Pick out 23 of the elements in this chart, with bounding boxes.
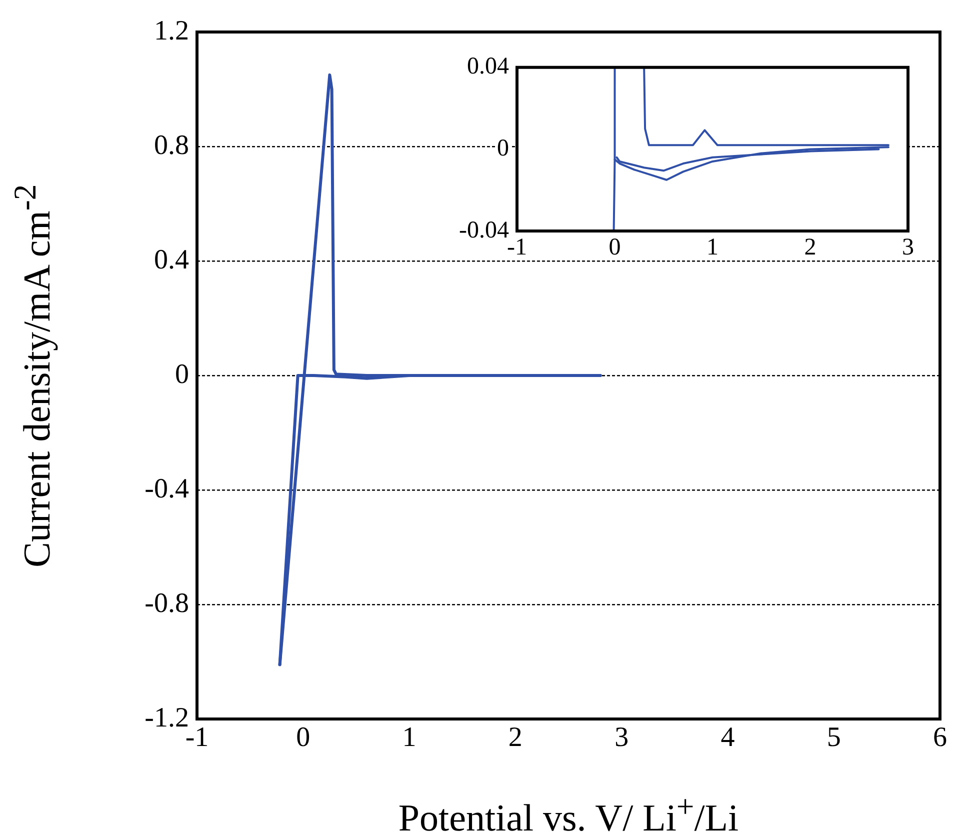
x-tick-label: 6 xyxy=(933,722,947,754)
x-tick-label: 5 xyxy=(826,722,841,754)
x-tick-label: 0 xyxy=(608,234,621,261)
y-tick-label: -0.04 xyxy=(459,217,509,244)
x-tick-label: 0 xyxy=(296,722,310,754)
x-tick-label: 3 xyxy=(902,234,914,261)
y-tick-label: 1.2 xyxy=(154,15,189,46)
y-tick-label: 0.4 xyxy=(154,244,189,276)
x-axis-title: Potential vs. V/ Li$^{+}$/Li xyxy=(397,788,740,838)
x-tick-label: 1 xyxy=(402,722,416,754)
y-tick-label: -0.8 xyxy=(144,588,189,619)
x-tick-label: 1 xyxy=(706,234,718,261)
y-tick-label: 0 xyxy=(175,358,189,390)
x-tick-label: -1 xyxy=(507,234,527,261)
x-tick-label: 4 xyxy=(720,722,735,754)
y-tick-label: -0.4 xyxy=(144,473,189,504)
y-tick-label: -1.2 xyxy=(144,702,189,734)
x-tick-label: 2 xyxy=(508,722,522,754)
x-tick-label: 3 xyxy=(614,722,629,754)
y-tick-label: 0.04 xyxy=(467,54,509,80)
y-tick-label: 0.8 xyxy=(154,130,189,161)
y-tick-label: 0 xyxy=(497,135,509,162)
x-tick-label: 2 xyxy=(804,234,816,261)
